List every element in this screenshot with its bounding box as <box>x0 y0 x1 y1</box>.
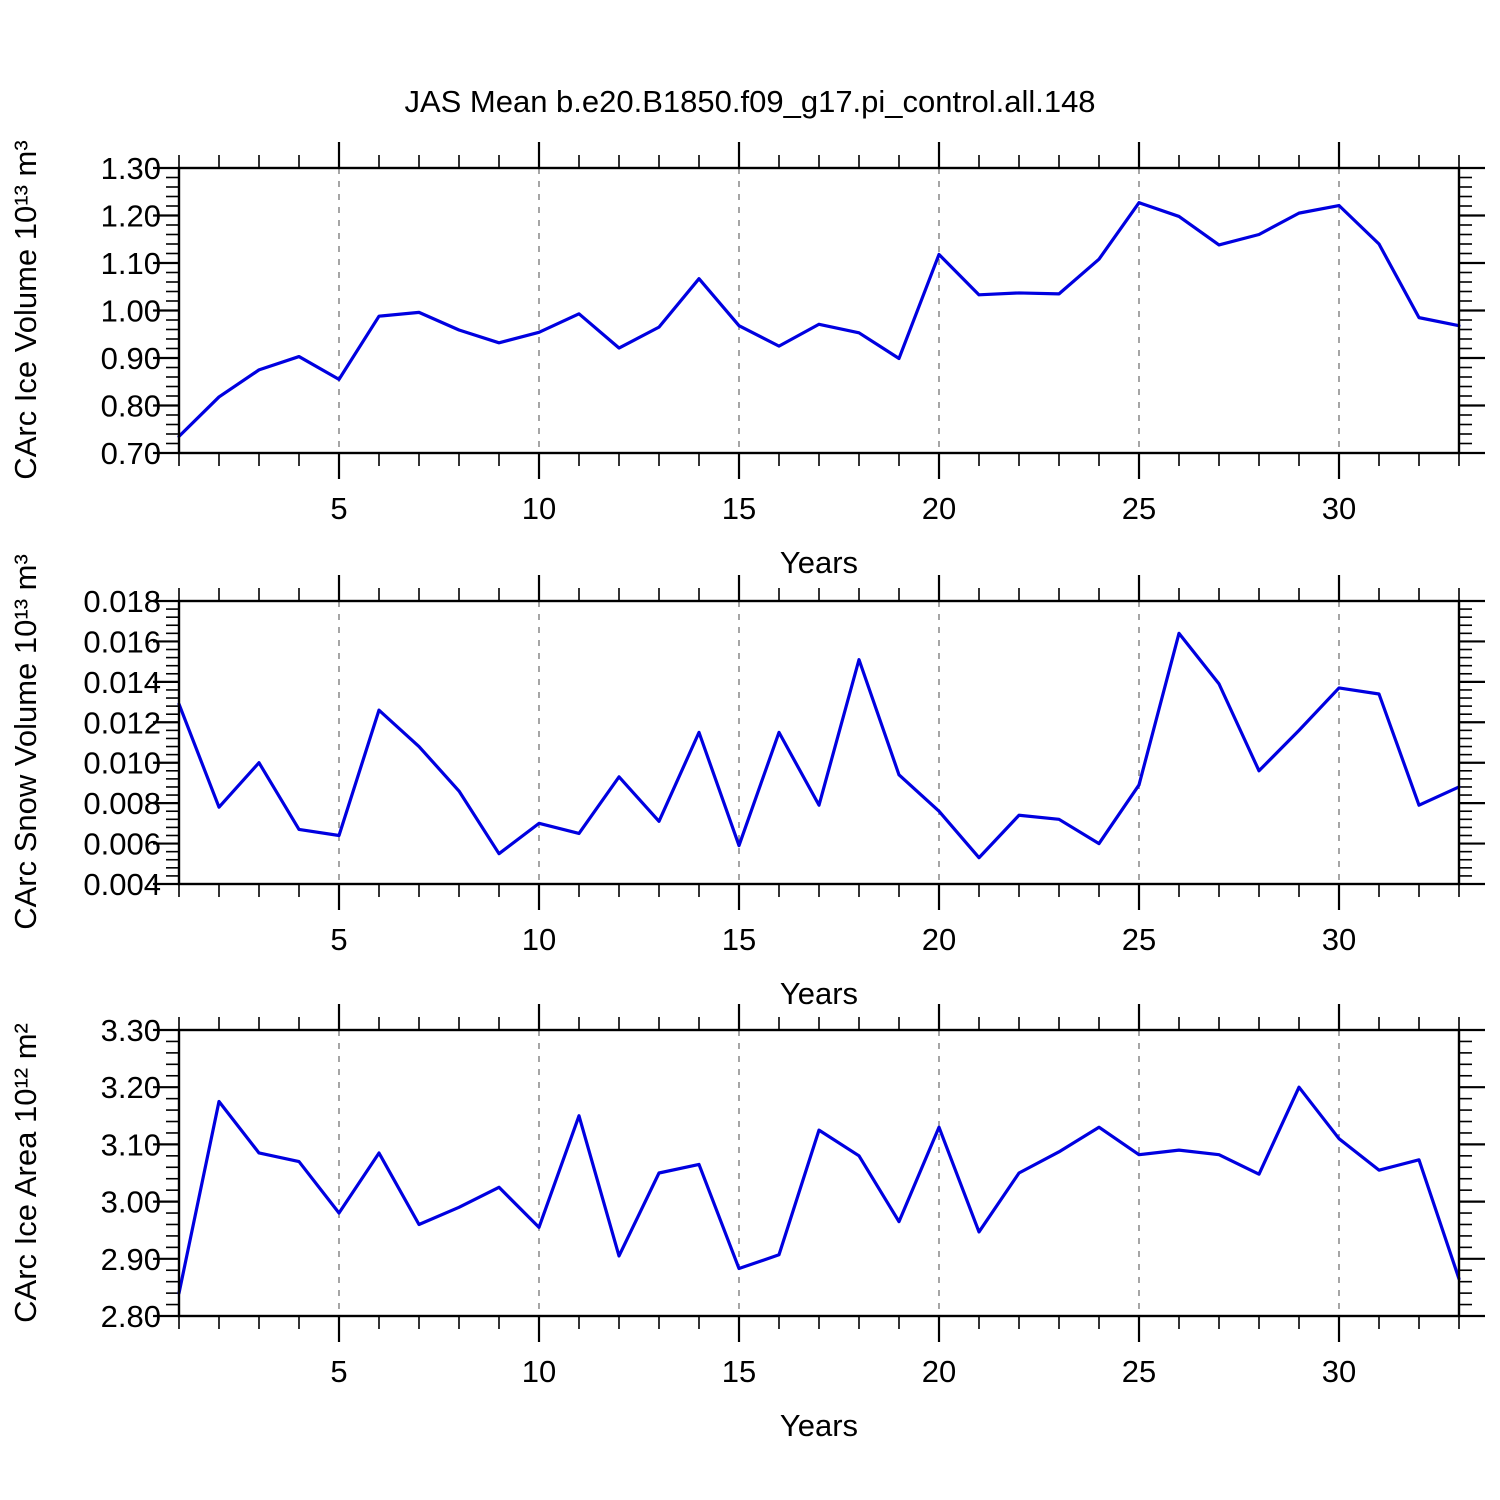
data-line <box>177 1085 1461 1295</box>
x-tick-label: 20 <box>922 491 956 526</box>
y-tick-label: 0.80 <box>101 389 161 424</box>
x-axis-title: Years <box>780 1408 858 1443</box>
y-tick-label: 1.20 <box>101 199 161 234</box>
x-tick-label: 15 <box>722 922 756 957</box>
y-tick-label: 0.012 <box>83 705 161 740</box>
x-tick-label: 30 <box>1322 922 1356 957</box>
y-tick-label: 2.80 <box>101 1299 161 1334</box>
y-tick-label: 3.30 <box>101 1013 161 1048</box>
y-tick-label: 0.014 <box>83 665 161 700</box>
y-axis-label-ice-volume: CArc Ice Volume 10¹³ m³ <box>8 140 43 479</box>
x-tick-label: 25 <box>1122 922 1156 957</box>
y-axis-label-ice-area: CArc Ice Area 10¹² m² <box>8 1023 43 1323</box>
y-tick-label: 0.006 <box>83 827 161 862</box>
x-tick-label: 5 <box>330 1354 347 1389</box>
data-line <box>177 201 1461 438</box>
x-axis-title: Years <box>780 976 858 1011</box>
y-tick-label: 1.10 <box>101 246 161 281</box>
chart-frame <box>177 599 1461 886</box>
x-tick-label: 5 <box>330 922 347 957</box>
x-tick-label: 15 <box>722 491 756 526</box>
x-tick-label: 30 <box>1322 1354 1356 1389</box>
x-tick-label: 5 <box>330 491 347 526</box>
x-tick-label: 20 <box>922 1354 956 1389</box>
y-axis-label-snow-volume: CArc Snow Volume 10¹³ m³ <box>8 554 43 930</box>
y-tick-label: 0.004 <box>83 867 161 902</box>
y-tick-label: 0.018 <box>83 584 161 619</box>
y-tick-label: 0.016 <box>83 624 161 659</box>
plot-layers: 1.30 1.20 1.10 1.00 0.90 0.80 0.70 5 10 15 20 25 30 Y… <box>83 142 1485 1443</box>
y-tick-label: 1.00 <box>101 294 161 329</box>
y-tick-label: 1.30 <box>101 151 161 186</box>
y-tick-label: 3.10 <box>101 1127 161 1162</box>
y-tick-label: 2.90 <box>101 1242 161 1277</box>
x-tick-label: 15 <box>722 1354 756 1389</box>
x-tick-label: 10 <box>522 922 556 957</box>
x-tick-label: 20 <box>922 922 956 957</box>
y-tick-label: 0.008 <box>83 786 161 821</box>
x-tick-label: 30 <box>1322 491 1356 526</box>
y-tick-label: 3.00 <box>101 1185 161 1220</box>
chart-frame <box>177 1028 1461 1318</box>
chart-frame <box>177 166 1461 455</box>
data-line <box>177 631 1461 860</box>
x-tick-label: 25 <box>1122 1354 1156 1389</box>
x-tick-label: 10 <box>522 491 556 526</box>
x-axis-title: Years <box>780 545 858 580</box>
y-tick-label: 0.70 <box>101 436 161 471</box>
x-tick-label: 25 <box>1122 491 1156 526</box>
y-tick-label: 3.20 <box>101 1070 161 1105</box>
x-tick-label: 10 <box>522 1354 556 1389</box>
chart-title: JAS Mean b.e20.B1850.f09_g17.pi_control.… <box>404 84 1096 119</box>
y-tick-label: 0.90 <box>101 341 161 376</box>
y-tick-label: 0.010 <box>83 746 161 781</box>
